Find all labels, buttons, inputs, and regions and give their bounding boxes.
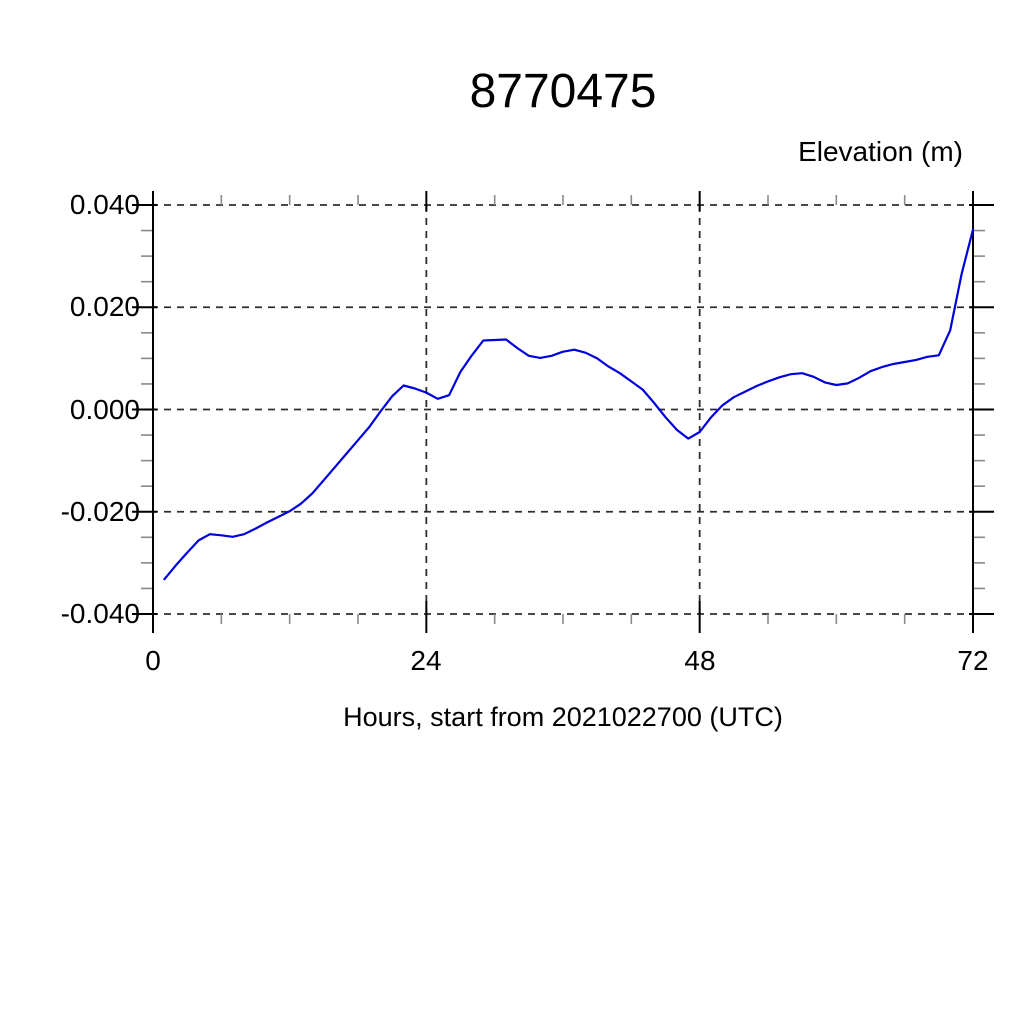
chart-title: 8770475 [469, 65, 657, 118]
x-tick-label: 72 [957, 645, 989, 676]
x-tick-label: 0 [145, 645, 161, 676]
y-tick-label: 0.000 [69, 394, 140, 425]
y-tick-label: 0.020 [69, 291, 140, 322]
elevation-line [163, 228, 975, 581]
y-axis-title: Elevation (m) [798, 136, 963, 167]
y-tick-label: -0.040 [60, 598, 140, 629]
x-tick-label: 24 [410, 645, 442, 676]
x-tick-label: 48 [684, 645, 716, 676]
y-tick-label: 0.040 [69, 189, 140, 220]
y-tick-label: -0.020 [60, 496, 140, 527]
x-axis-label: Hours, start from 2021022700 (UTC) [343, 702, 783, 732]
